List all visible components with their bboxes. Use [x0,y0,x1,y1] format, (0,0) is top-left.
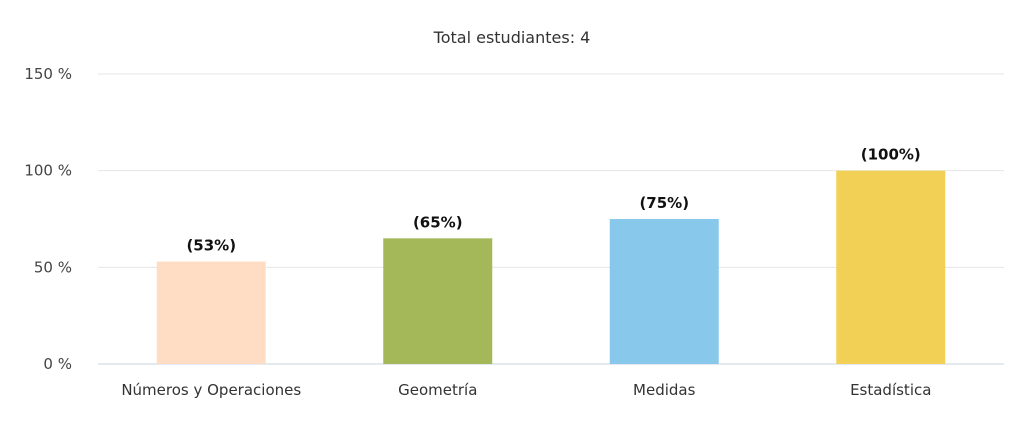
bar[interactable] [836,170,946,364]
y-tick-label: 150 % [24,65,72,83]
bar-value-label: (100%) [861,146,921,164]
bar-value-label: (75%) [639,194,689,212]
value-labels: (53%) (65%) (75%) (100%) [186,146,920,255]
y-tick-label: 50 % [34,258,72,276]
x-tick-label: Números y Operaciones [121,381,301,399]
y-axis-ticks: 0 % 50 % 100 % 150 % [24,65,72,373]
bar-value-label: (53%) [186,237,236,255]
bar[interactable] [383,238,493,364]
bar-value-label: (65%) [413,213,463,231]
chart-title: Total estudiantes: 4 [433,28,591,47]
bar[interactable] [156,261,266,364]
x-axis-ticks: Números y Operaciones Geometría Medidas Est… [121,381,931,399]
x-tick-label: Medidas [633,381,696,399]
x-tick-label: Estadística [850,381,931,399]
y-tick-label: 0 % [43,355,72,373]
bars [156,170,946,364]
y-tick-label: 100 % [24,162,72,180]
bar[interactable] [609,219,719,364]
x-tick-label: Geometría [398,381,477,399]
